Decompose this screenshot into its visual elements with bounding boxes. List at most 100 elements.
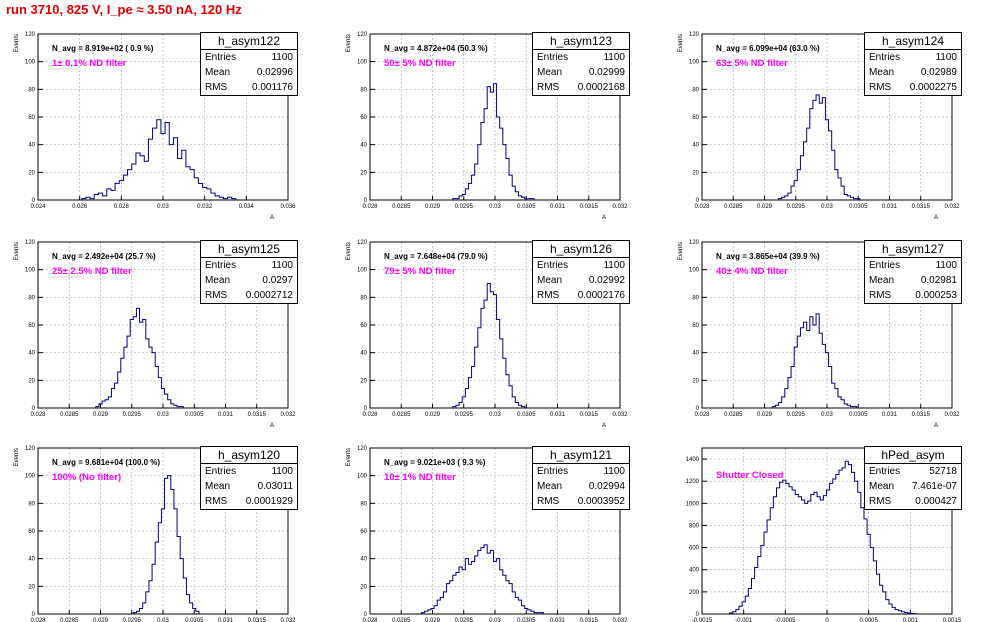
histogram-bin <box>506 159 509 201</box>
histogram-bin <box>782 397 785 408</box>
histogram-bin <box>794 347 797 408</box>
histogram-bin <box>133 317 136 408</box>
histogram-bin <box>512 397 515 408</box>
histogram-bin <box>807 331 810 408</box>
y-tick-label: 400 <box>689 568 700 574</box>
histogram-bin <box>153 128 157 200</box>
histogram-bin <box>481 123 484 200</box>
stat-value: 0.0002176 <box>577 290 625 301</box>
stats-row: Mean 0.02999 <box>533 65 629 80</box>
stat-label: Entries <box>537 260 569 271</box>
x-tick-label: 0.028 <box>362 412 378 418</box>
histogram-bin <box>177 537 180 614</box>
y-tick-label: 0 <box>696 612 700 618</box>
histogram-bin <box>525 199 528 200</box>
histogram-bin <box>168 476 171 614</box>
histogram-bin <box>830 483 833 614</box>
y-tick-label: 40 <box>360 351 367 357</box>
x-tick-label: 0.0285 <box>392 618 411 622</box>
histogram-bin <box>788 193 791 200</box>
histogram-bin <box>478 145 481 200</box>
n-avg-label: N_avg = 6.099e+04 (63.0 %) <box>716 44 820 53</box>
x-tick-label: 0.029 <box>757 204 773 210</box>
histogram-bin <box>518 196 521 200</box>
histogram-bin <box>861 508 864 614</box>
stats-row: RMS 0.0002275 <box>865 80 961 95</box>
y-tick-label: 0 <box>32 406 36 412</box>
histogram-bin <box>782 197 785 200</box>
x-tick-label: 0.001 <box>903 618 919 622</box>
histogram-bin <box>136 308 139 408</box>
y-tick-label: 600 <box>689 546 700 552</box>
histogram-bin <box>509 386 512 408</box>
histogram-bin <box>801 500 804 614</box>
histogram-bin <box>82 199 86 200</box>
y-tick-label: 80 <box>360 501 367 507</box>
histogram-bin <box>440 597 443 614</box>
histogram-bin <box>481 548 484 614</box>
y-tick-label: 1000 <box>686 501 700 507</box>
stat-label: Mean <box>537 67 563 78</box>
y-axis-title: Events <box>14 242 20 260</box>
stat-value: 0.03011 <box>257 481 293 492</box>
histogram-bin <box>232 199 236 200</box>
histogram-bin <box>136 611 139 614</box>
histogram-bin <box>522 197 525 200</box>
histogram-bin <box>119 181 123 200</box>
histogram-name: h_asym126 <box>533 241 629 258</box>
y-tick-label: 80 <box>28 87 35 93</box>
y-tick-label: 100 <box>25 268 36 274</box>
histogram-bin <box>459 196 462 200</box>
x-tick-label: 0.0285 <box>392 412 411 418</box>
x-tick-label: 0.03 <box>821 412 833 418</box>
x-tick-label: 0.0315 <box>248 412 267 418</box>
histogram-bin <box>895 610 898 614</box>
histogram-bin <box>506 375 509 408</box>
histogram-bin <box>850 407 853 408</box>
histogram-bin <box>152 564 155 614</box>
n-avg-label: N_avg = 3.865e+04 (39.9 %) <box>716 252 820 261</box>
histogram-bin <box>478 550 481 614</box>
filter-label: 100% (No filter) <box>52 472 122 483</box>
histogram-bin <box>854 199 857 200</box>
histogram-bin <box>886 600 889 614</box>
histogram-bin <box>146 592 149 614</box>
histogram-bin <box>124 347 127 408</box>
histogram-bin <box>171 490 174 615</box>
histogram-bin <box>484 109 487 200</box>
histogram-bin <box>143 603 146 614</box>
histogram-bin <box>115 183 119 200</box>
histogram-bin <box>825 120 828 200</box>
histogram-bin <box>880 585 883 614</box>
histogram-bin <box>813 100 816 200</box>
histogram-bin <box>198 183 202 200</box>
histogram-panel-h_asym122: 0.024 0.026 0.028 0.03 0.032 0.034 0.036 0 20 40 6… <box>14 32 296 221</box>
y-tick-label: 1200 <box>686 479 700 485</box>
y-tick-label: 120 <box>689 240 700 246</box>
histogram-bin <box>845 461 848 614</box>
x-tick-label: 0.032 <box>944 412 960 418</box>
stat-label: RMS <box>205 290 228 301</box>
y-axis-title: Events <box>678 242 684 260</box>
histogram-bin <box>194 178 198 200</box>
x-tick-label: 0.0315 <box>580 204 599 210</box>
x-tick-label: 0.0295 <box>455 204 474 210</box>
histogram-bin <box>174 509 177 614</box>
histogram-bin <box>453 199 456 200</box>
x-tick-label: 0.0305 <box>849 412 868 418</box>
histogram-bin <box>826 490 829 614</box>
x-tick-label: 0.031 <box>882 204 898 210</box>
histogram-bin <box>814 492 817 614</box>
histogram-bin <box>841 186 844 200</box>
histogram-bin <box>174 405 177 408</box>
y-tick-label: 800 <box>689 523 700 529</box>
y-tick-label: 120 <box>25 32 36 38</box>
histogram-bin <box>219 197 223 200</box>
histogram-bin <box>108 397 111 408</box>
histogram-bin <box>478 328 481 408</box>
histogram-bin <box>94 194 98 200</box>
histogram-bin <box>867 534 870 614</box>
histogram-bin <box>472 561 475 614</box>
histogram-bin <box>453 407 456 408</box>
histogram-bin <box>509 175 512 200</box>
